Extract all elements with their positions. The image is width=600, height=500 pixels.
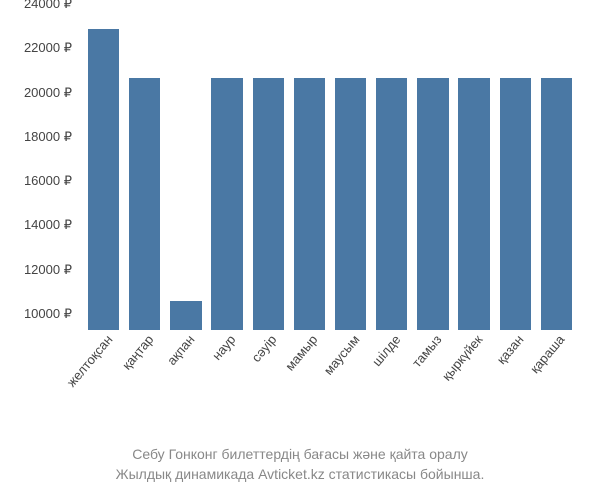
bar	[417, 78, 448, 330]
bar	[376, 78, 407, 330]
bar	[541, 78, 572, 330]
x-tick-label: қазан	[494, 332, 527, 367]
bar-slot	[125, 20, 164, 330]
bar-slot	[208, 20, 247, 330]
y-tick-label: 10000 ₽	[24, 306, 72, 322]
bar-slot	[166, 20, 205, 330]
y-tick-label: 18000 ₽	[24, 129, 72, 145]
x-axis-labels: желтоқсанқаңтарақпаннаурсәуірмамырмаусым…	[80, 332, 580, 442]
bar	[458, 78, 489, 330]
x-label-slot: мамыр	[290, 332, 329, 442]
bar-slot	[455, 20, 494, 330]
bar	[335, 78, 366, 330]
y-axis: 10000 ₽ 12000 ₽ 14000 ₽ 16000 ₽ 18000 ₽ 20000…	[0, 20, 76, 330]
x-label-slot: қаңтар	[125, 332, 164, 442]
x-label-slot: маусым	[331, 332, 370, 442]
x-tick-label: мамыр	[283, 332, 321, 374]
x-label-slot: шілде	[372, 332, 411, 442]
x-label-slot: желтоқсан	[84, 332, 123, 442]
x-label-slot: сәуір	[249, 332, 288, 442]
bar	[170, 301, 201, 330]
caption: Себу Гонконг билеттердің бағасы және қай…	[0, 445, 600, 484]
y-tick-label: 16000 ₽	[24, 173, 72, 189]
bar-slot	[331, 20, 370, 330]
caption-line-2: Жылдық динамикада Avticket.kz статистика…	[116, 466, 485, 482]
x-tick-label: шілде	[369, 332, 403, 369]
x-label-slot: тамыз	[413, 332, 452, 442]
y-tick-label: 22000 ₽	[24, 40, 72, 56]
y-tick-label: 14000 ₽	[24, 217, 72, 233]
bar-slot	[413, 20, 452, 330]
bar-slot	[372, 20, 411, 330]
bar	[253, 78, 284, 330]
x-label-slot: қыркүйек	[455, 332, 494, 442]
y-tick-label: 12000 ₽	[24, 262, 72, 278]
caption-line-1: Себу Гонконг билеттердің бағасы және қай…	[132, 446, 468, 462]
bar-slot	[84, 20, 123, 330]
bar-slot	[249, 20, 288, 330]
chart-container: 10000 ₽ 12000 ₽ 14000 ₽ 16000 ₽ 18000 ₽ 20000…	[0, 0, 600, 500]
bars-area	[80, 20, 580, 330]
x-label-slot: ақпан	[166, 332, 205, 442]
plot-area	[80, 20, 580, 330]
y-tick-label: 24000 ₽	[24, 0, 72, 12]
bar	[294, 78, 325, 330]
bar	[500, 78, 531, 330]
x-tick-label: тамыз	[409, 332, 444, 370]
x-tick-label: наур	[209, 332, 238, 363]
bar-slot	[496, 20, 535, 330]
bar	[88, 29, 119, 330]
bar	[129, 78, 160, 330]
x-label-slot: наур	[208, 332, 247, 442]
bar-slot	[537, 20, 576, 330]
x-label-slot: қараша	[537, 332, 576, 442]
x-tick-label: қаңтар	[119, 332, 156, 373]
bar	[211, 78, 242, 330]
bar-slot	[290, 20, 329, 330]
x-tick-label: ақпан	[164, 332, 198, 368]
y-tick-label: 20000 ₽	[24, 85, 72, 101]
x-tick-label: желтоқсан	[63, 332, 115, 390]
x-label-slot: қазан	[496, 332, 535, 442]
x-tick-label: сәуір	[249, 332, 280, 365]
